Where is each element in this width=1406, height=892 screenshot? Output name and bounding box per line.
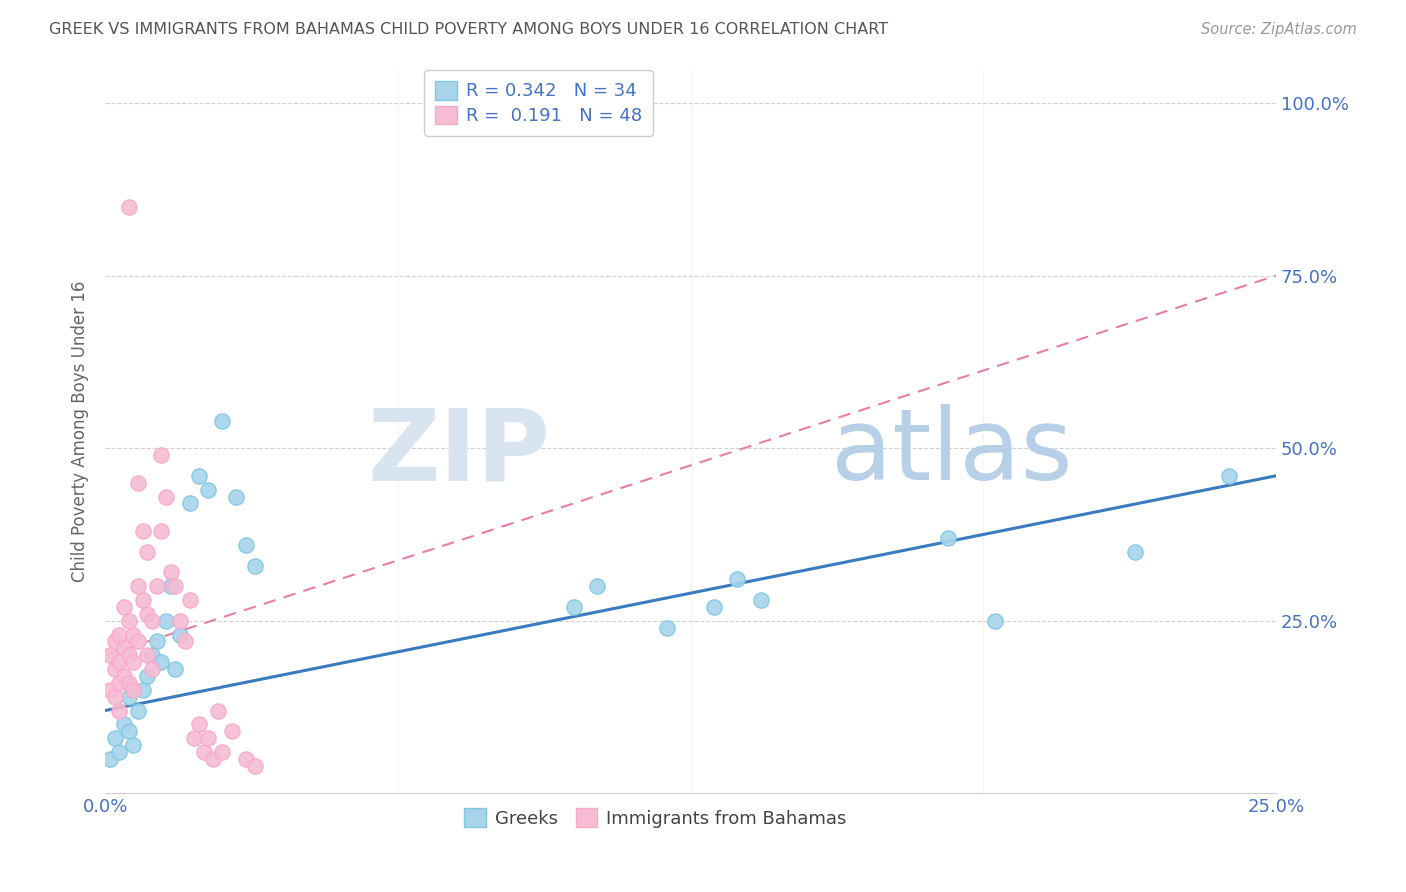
Point (141, 614, 163, 628)
Point (165, 579, 187, 593)
Point (131, 524, 153, 538)
Point (127, 579, 149, 593)
Point (117, 724, 139, 739)
Point (127, 475, 149, 490)
Point (201, 752, 224, 766)
Point (179, 593, 201, 607)
Point (1125, 545, 1147, 559)
Point (703, 599, 725, 614)
Point (122, 738, 145, 752)
Point (235, 538, 257, 552)
Point (193, 745, 215, 759)
Point (131, 593, 153, 607)
Point (127, 704, 149, 718)
Point (150, 524, 173, 538)
Point (122, 682, 145, 697)
Point (155, 614, 177, 628)
Point (749, 593, 772, 607)
Point (108, 745, 131, 759)
Point (179, 496, 201, 510)
Point (187, 468, 209, 483)
Point (725, 572, 748, 586)
Point (117, 200, 139, 214)
Point (117, 676, 139, 690)
Text: atlas: atlas (831, 404, 1073, 501)
Point (159, 579, 181, 593)
Point (103, 690, 125, 704)
Point (117, 648, 139, 663)
Point (984, 614, 1007, 628)
Point (98, 648, 121, 663)
Point (657, 621, 679, 635)
Legend: Greeks, Immigrants from Bahamas: Greeks, Immigrants from Bahamas (457, 801, 853, 835)
Point (127, 634, 149, 648)
Point (136, 648, 159, 663)
Point (159, 566, 181, 580)
Point (165, 662, 187, 676)
Point (98, 682, 121, 697)
Point (136, 607, 159, 621)
Point (141, 662, 163, 676)
Point (108, 627, 131, 641)
Point (131, 682, 153, 697)
Point (108, 676, 131, 690)
Point (98, 752, 121, 766)
Point (562, 599, 585, 614)
Point (122, 627, 145, 641)
Point (108, 704, 131, 718)
Point (103, 731, 125, 745)
Point (117, 614, 139, 628)
Text: Source: ZipAtlas.com: Source: ZipAtlas.com (1201, 22, 1357, 37)
Point (112, 717, 135, 731)
Point (225, 490, 247, 504)
Point (197, 731, 219, 745)
Point (187, 717, 209, 731)
Point (221, 724, 243, 739)
Point (173, 634, 195, 648)
Point (112, 599, 135, 614)
Text: ZIP: ZIP (367, 404, 550, 501)
Point (197, 483, 219, 497)
Point (108, 655, 131, 669)
Point (936, 531, 959, 545)
Point (103, 662, 125, 676)
Point (243, 758, 266, 772)
Y-axis label: Child Poverty Among Boys Under 16: Child Poverty Among Boys Under 16 (72, 280, 89, 582)
Point (103, 634, 125, 648)
Point (145, 634, 167, 648)
Point (169, 614, 191, 628)
Point (150, 655, 173, 669)
Point (211, 414, 233, 428)
Point (243, 558, 266, 573)
Point (183, 731, 205, 745)
Point (169, 627, 191, 641)
Point (211, 745, 233, 759)
Point (136, 545, 159, 559)
Point (117, 690, 139, 704)
Point (141, 648, 163, 663)
Point (155, 490, 177, 504)
Point (122, 655, 145, 669)
Point (150, 448, 173, 462)
Point (586, 579, 609, 593)
Point (112, 669, 135, 683)
Point (1218, 468, 1240, 483)
Point (207, 704, 229, 718)
Point (112, 641, 135, 656)
Point (136, 669, 159, 683)
Text: GREEK VS IMMIGRANTS FROM BAHAMAS CHILD POVERTY AMONG BOYS UNDER 16 CORRELATION C: GREEK VS IMMIGRANTS FROM BAHAMAS CHILD P… (49, 22, 889, 37)
Point (235, 752, 257, 766)
Point (145, 579, 167, 593)
